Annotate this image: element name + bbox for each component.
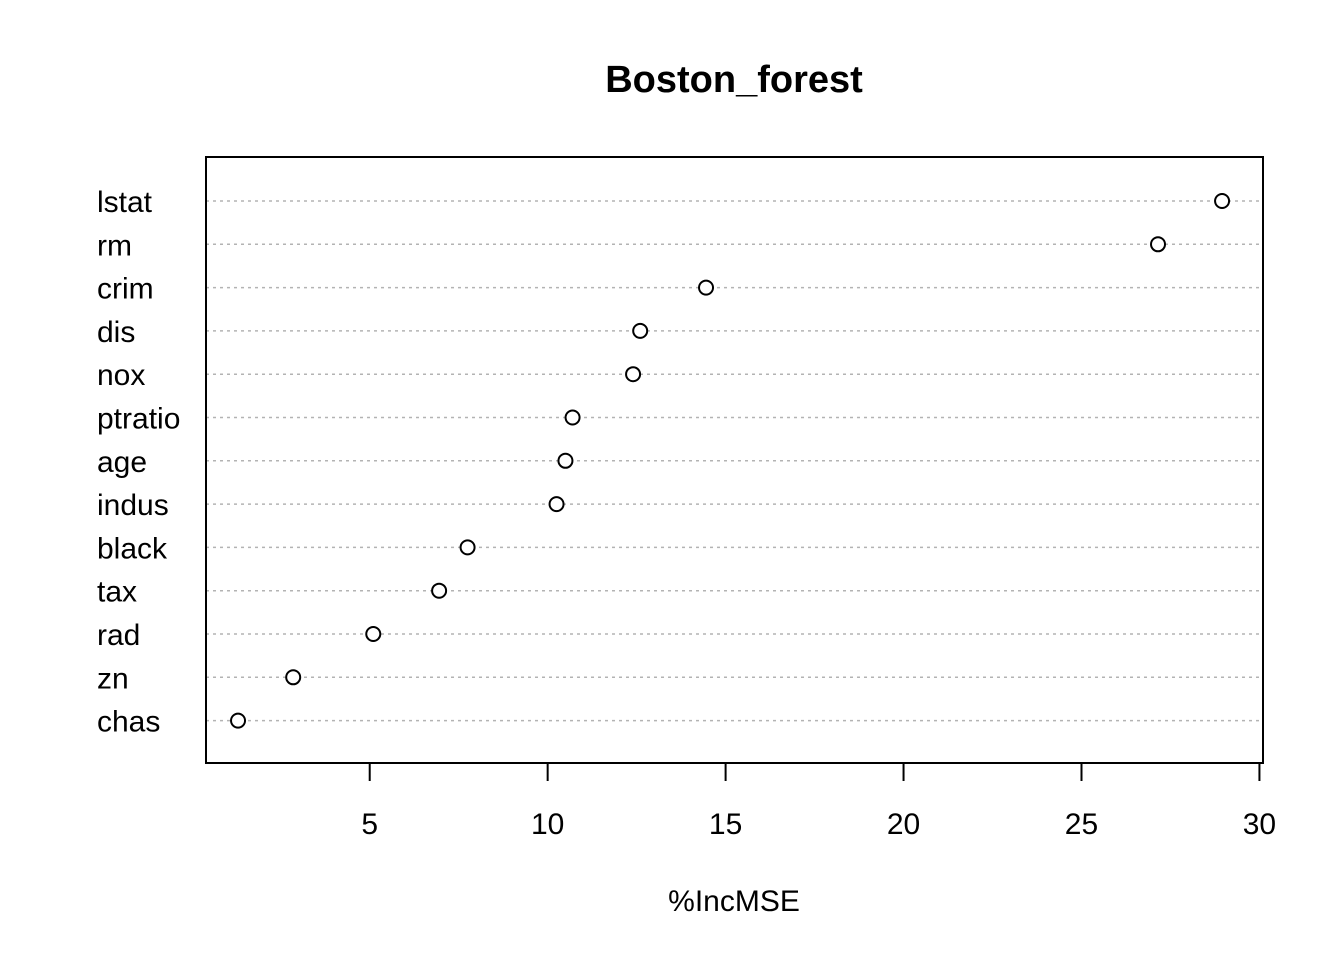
x-axis: 5 10 15 20 25 30 xyxy=(361,762,1276,841)
plot-frame xyxy=(205,156,1264,764)
category-label-chas: chas xyxy=(97,706,160,739)
category-label-tax: tax xyxy=(97,576,137,609)
point-age xyxy=(557,452,574,469)
point-nox xyxy=(625,366,642,383)
point-dis xyxy=(632,322,649,339)
point-indus xyxy=(548,496,565,513)
category-label-indus: indus xyxy=(97,489,169,522)
category-label-ptratio: ptratio xyxy=(97,403,180,436)
x-tick-label-20: 20 xyxy=(887,808,920,841)
point-tax xyxy=(431,582,448,599)
point-black xyxy=(459,539,476,556)
category-label-rm: rm xyxy=(97,229,132,262)
x-tick-label-5: 5 xyxy=(361,808,378,841)
category-label-crim: crim xyxy=(97,273,154,306)
chart-title: Boston_forest xyxy=(605,59,863,101)
category-label-zn: zn xyxy=(97,662,129,695)
category-label-nox: nox xyxy=(97,359,145,392)
category-label-age: age xyxy=(97,446,147,479)
category-labels: lstat rm crim dis nox ptratio age indus black tax… xyxy=(97,186,180,739)
point-rm xyxy=(1150,236,1167,253)
point-rad xyxy=(365,626,382,642)
x-tick-label-25: 25 xyxy=(1065,808,1098,841)
point-crim xyxy=(698,279,715,296)
x-axis-label: %IncMSE xyxy=(668,885,800,918)
category-label-black: black xyxy=(97,532,168,565)
category-label-dis: dis xyxy=(97,316,135,349)
category-label-lstat: lstat xyxy=(97,186,153,219)
point-lstat xyxy=(1214,193,1231,209)
point-zn xyxy=(285,669,302,686)
x-tick-label-10: 10 xyxy=(531,808,564,841)
point-chas xyxy=(230,712,247,729)
data-points xyxy=(230,193,1231,729)
category-label-rad: rad xyxy=(97,619,140,652)
x-tick-label-30: 30 xyxy=(1243,808,1276,841)
x-tick-label-15: 15 xyxy=(709,808,742,841)
point-ptratio xyxy=(564,409,581,426)
gridlines xyxy=(206,200,1263,722)
